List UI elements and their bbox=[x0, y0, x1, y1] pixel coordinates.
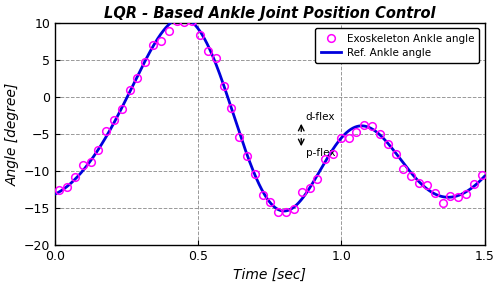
Line: Ref. Ankle angle: Ref. Ankle angle bbox=[55, 18, 484, 211]
Exoskeleton Ankle angle bbox=[189, 20, 195, 23]
Exoskeleton Ankle angle bbox=[56, 188, 62, 192]
Ref. Ankle angle bbox=[250, 168, 256, 171]
Ref. Ankle angle bbox=[261, 192, 267, 195]
Title: LQR - Based Ankle Joint Position Control: LQR - Based Ankle Joint Position Control bbox=[104, 5, 436, 21]
Text: p-flex: p-flex bbox=[306, 148, 335, 158]
Text: d-flex: d-flex bbox=[306, 112, 335, 122]
Exoskeleton Ankle angle bbox=[134, 76, 140, 79]
Exoskeleton Ankle angle bbox=[283, 210, 289, 214]
Exoskeleton Ankle angle bbox=[220, 84, 226, 87]
X-axis label: Time [sec]: Time [sec] bbox=[234, 267, 306, 282]
Ref. Ankle angle bbox=[470, 186, 476, 189]
Ref. Ankle angle bbox=[390, 149, 396, 152]
Legend: Exoskeleton Ankle angle, Ref. Ankle angle: Exoskeleton Ankle angle, Ref. Ankle angl… bbox=[316, 28, 480, 63]
Exoskeleton Ankle angle bbox=[448, 194, 454, 198]
Ref. Ankle angle bbox=[52, 192, 58, 196]
Ref. Ankle angle bbox=[74, 176, 80, 179]
Ref. Ankle angle bbox=[281, 209, 287, 213]
Ref. Ankle angle bbox=[482, 174, 488, 178]
Exoskeleton Ankle angle bbox=[471, 182, 477, 186]
Y-axis label: Angle [degree]: Angle [degree] bbox=[6, 83, 20, 186]
Exoskeleton Ankle angle bbox=[103, 129, 109, 133]
Ref. Ankle angle bbox=[179, 16, 185, 20]
Line: Exoskeleton Ankle angle: Exoskeleton Ankle angle bbox=[56, 17, 486, 216]
Exoskeleton Ankle angle bbox=[158, 39, 164, 43]
Exoskeleton Ankle angle bbox=[478, 174, 484, 177]
Ref. Ankle angle bbox=[470, 186, 476, 189]
